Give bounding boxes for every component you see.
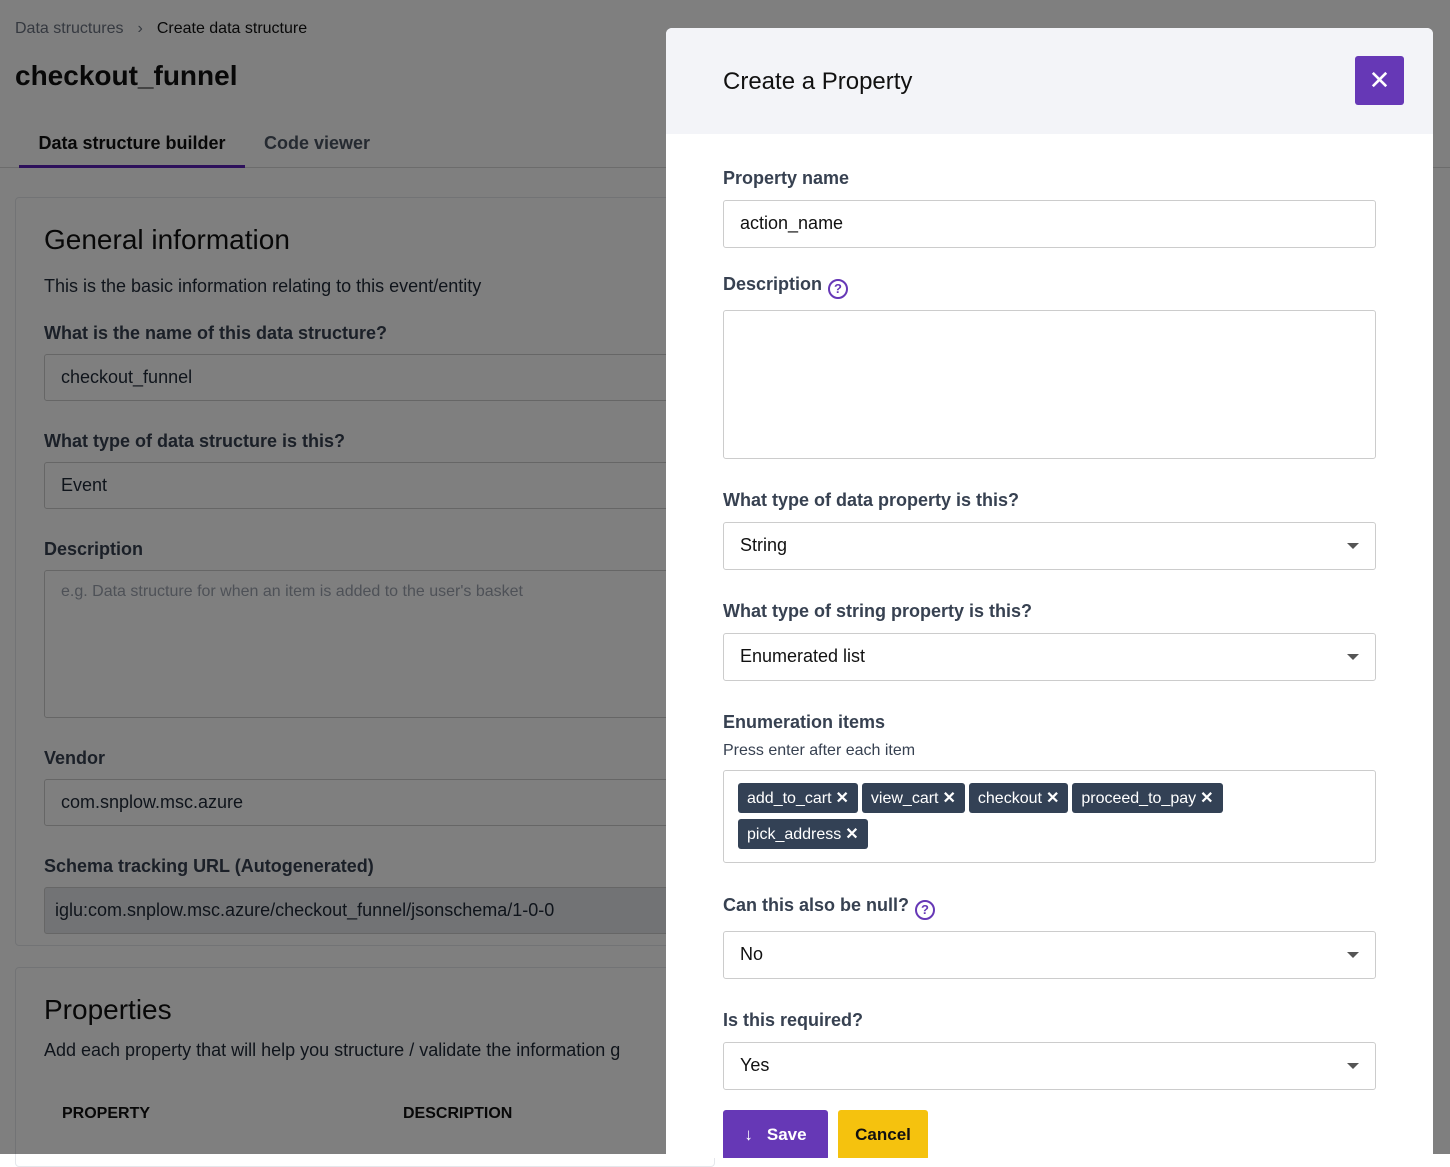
data-type-select[interactable]: String: [723, 522, 1376, 570]
property-name-input[interactable]: action_name: [723, 200, 1376, 248]
description-textarea[interactable]: [723, 310, 1376, 459]
help-icon[interactable]: ?: [915, 900, 936, 920]
remove-tag-icon[interactable]: ✕: [1200, 790, 1214, 807]
nullable-label: Can this also be null?: [723, 895, 910, 915]
tag-label: pick_address: [747, 826, 842, 843]
property-name-label: Property name: [723, 168, 850, 188]
required-label: Is this required?: [723, 1010, 864, 1030]
enum-tag: pick_address ✕: [738, 819, 868, 849]
string-type-value: Enumerated list: [740, 646, 866, 666]
enum-items-input[interactable]: add_to_cart ✕ view_cart ✕ checkout ✕ proceed_t…: [723, 770, 1376, 863]
string-type-label: What type of string property is this?: [723, 601, 1033, 621]
create-property-drawer: Create a Property ✕ Property name action…: [666, 28, 1433, 1158]
required-value: Yes: [740, 1055, 770, 1075]
required-select[interactable]: Yes: [723, 1042, 1376, 1090]
close-icon[interactable]: ✕: [1355, 56, 1404, 105]
chevron-down-icon: [1347, 543, 1359, 549]
tag-label: checkout: [977, 790, 1042, 807]
cancel-button[interactable]: Cancel: [838, 1110, 928, 1158]
remove-tag-icon[interactable]: ✕: [942, 790, 956, 807]
data-type-label: What type of data property is this?: [723, 490, 1020, 510]
enum-tag: proceed_to_pay ✕: [1072, 783, 1223, 813]
remove-tag-icon[interactable]: ✕: [1045, 790, 1060, 807]
tag-label: proceed_to_pay: [1081, 790, 1197, 807]
chevron-down-icon: [1347, 654, 1359, 660]
remove-tag-icon[interactable]: ✕: [835, 790, 849, 807]
save-label: Save: [766, 1125, 807, 1144]
data-type-value: String: [740, 535, 788, 555]
enum-tag: checkout ✕: [968, 783, 1069, 813]
nullable-select[interactable]: No: [723, 931, 1376, 979]
enum-label: Enumeration items: [723, 712, 886, 732]
help-icon[interactable]: ?: [828, 279, 849, 299]
enum-hint: Press enter after each item: [723, 742, 916, 759]
string-type-select[interactable]: Enumerated list: [723, 633, 1376, 681]
enum-tag: view_cart ✕: [861, 783, 965, 813]
drawer-header: Create a Property ✕: [666, 28, 1433, 134]
arrow-down-icon: ↓: [744, 1125, 753, 1144]
nullable-value: No: [740, 944, 764, 964]
chevron-down-icon: [1347, 952, 1359, 958]
drawer-title: Create a Property: [723, 68, 913, 95]
enum-tag: add_to_cart ✕: [738, 783, 858, 813]
chevron-down-icon: [1347, 1063, 1359, 1069]
description-label: Description: [723, 274, 823, 294]
remove-tag-icon[interactable]: ✕: [845, 826, 859, 843]
tag-label: add_to_cart: [747, 790, 832, 807]
tag-label: view_cart: [870, 790, 939, 807]
save-button[interactable]: ↓ Save: [723, 1110, 828, 1158]
